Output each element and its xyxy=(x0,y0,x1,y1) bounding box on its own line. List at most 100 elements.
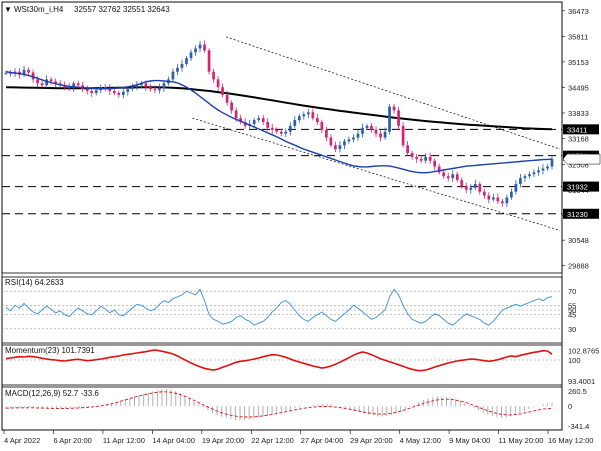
candle-body xyxy=(550,159,554,167)
pane-frames xyxy=(1,1,563,431)
candle-body xyxy=(383,131,387,138)
time-tick-label: 4 May 12:00 xyxy=(400,436,441,445)
candle-body xyxy=(519,178,522,184)
candle-body xyxy=(126,89,130,92)
candle-body xyxy=(437,166,441,173)
candle-body xyxy=(297,116,301,121)
price-tick-label: 33168 xyxy=(568,135,589,144)
macd-tick-label: 260.5 xyxy=(568,387,587,396)
candle-body xyxy=(546,166,549,169)
candle-body xyxy=(501,201,504,204)
rsi-tick-label: 30 xyxy=(568,325,576,334)
candle-body xyxy=(257,118,261,121)
candle-body xyxy=(446,176,450,179)
candle-body xyxy=(361,127,364,134)
candle-body xyxy=(410,152,414,157)
candle-body xyxy=(415,156,418,159)
candle-body xyxy=(356,133,360,138)
candle-body xyxy=(334,145,337,150)
candle-body xyxy=(478,183,482,192)
candle-body xyxy=(266,122,270,128)
candle-body xyxy=(288,125,292,132)
time-tick-label: 27 Apr 04:00 xyxy=(301,436,344,445)
time-tick-label: 4 Apr 2022 xyxy=(4,436,40,445)
candle-body xyxy=(252,120,256,124)
outer-frame xyxy=(1,1,563,431)
candle-body xyxy=(293,120,297,126)
time-tick-label: 6 Apr 20:00 xyxy=(53,436,91,445)
time-tick-label: 29 Apr 20:00 xyxy=(350,436,393,445)
candle-body xyxy=(316,118,319,123)
candle-body xyxy=(153,89,157,91)
candle-body xyxy=(401,125,405,146)
candle-body xyxy=(194,48,197,53)
candle-body xyxy=(212,71,215,80)
candle-body xyxy=(455,174,459,181)
candle-body xyxy=(537,170,540,173)
candle-body xyxy=(4,72,8,74)
candle-body xyxy=(460,180,464,186)
price-tick-label: 30548 xyxy=(568,236,589,245)
ma-fast-line xyxy=(5,71,553,174)
candle-body xyxy=(230,102,233,111)
candle-body xyxy=(320,122,324,130)
candle-body xyxy=(180,63,184,68)
candle-body xyxy=(225,94,229,103)
macd-signal-line xyxy=(5,391,553,418)
candle-body xyxy=(469,187,473,190)
candle-body xyxy=(379,133,382,138)
candle-body xyxy=(279,131,283,134)
candle-body xyxy=(374,129,378,134)
candle-body xyxy=(406,145,409,153)
candle-body xyxy=(270,127,274,130)
candle-body xyxy=(234,110,238,119)
candle-body xyxy=(329,137,333,146)
candle-body xyxy=(365,125,369,128)
candle-body xyxy=(216,79,220,88)
price-tick-label: 35153 xyxy=(568,58,589,67)
macd-title: MACD(12,26,9) 52.7 -33.6 xyxy=(5,389,99,398)
time-tick-label: 19 Apr 20:00 xyxy=(202,436,245,445)
macd-pane: 260.5 0 -341.4 xyxy=(5,387,589,431)
candle-body xyxy=(144,83,148,88)
candle-body xyxy=(275,129,279,132)
candle-body xyxy=(103,87,107,89)
candle-body xyxy=(140,83,143,86)
time-tick-label: 11 Apr 12:00 xyxy=(103,436,145,445)
candle-body xyxy=(392,106,396,111)
candle-body xyxy=(343,141,346,146)
time-tick-label: 9 May 04:00 xyxy=(449,436,490,445)
level-box xyxy=(563,124,599,135)
symbol-label: WSt30m_i,H4 xyxy=(14,5,64,14)
candle-body xyxy=(207,50,211,72)
candle-body xyxy=(473,183,477,188)
candle-body xyxy=(397,110,400,126)
candle-body xyxy=(347,139,351,142)
candle-body xyxy=(176,67,179,72)
level-label: 31230 xyxy=(567,210,588,219)
candle-body xyxy=(135,85,139,88)
candle-body xyxy=(94,90,98,93)
candle-body xyxy=(49,79,53,82)
candle-body xyxy=(108,87,112,92)
channel-lower xyxy=(192,117,561,231)
ohlc-readout: 32557 32762 32551 32643 xyxy=(74,5,170,14)
price-tick-label: 34495 xyxy=(568,83,589,92)
level-box xyxy=(563,181,599,192)
rsi-tick-label: 50 xyxy=(568,306,576,315)
candle-body xyxy=(121,91,125,95)
header-arrow[interactable]: ▼ xyxy=(4,5,12,14)
candle-body xyxy=(72,83,76,88)
price-tick-label: 33833 xyxy=(568,109,589,118)
rsi-tick-label: 70 xyxy=(568,287,576,296)
candle-body xyxy=(90,91,94,93)
candle-body xyxy=(162,83,166,88)
candle-body xyxy=(45,79,48,86)
candle-body xyxy=(130,87,134,90)
candle-body xyxy=(40,83,44,86)
candle-body xyxy=(464,185,468,190)
candle-body xyxy=(158,87,161,91)
candle-body xyxy=(496,197,500,202)
